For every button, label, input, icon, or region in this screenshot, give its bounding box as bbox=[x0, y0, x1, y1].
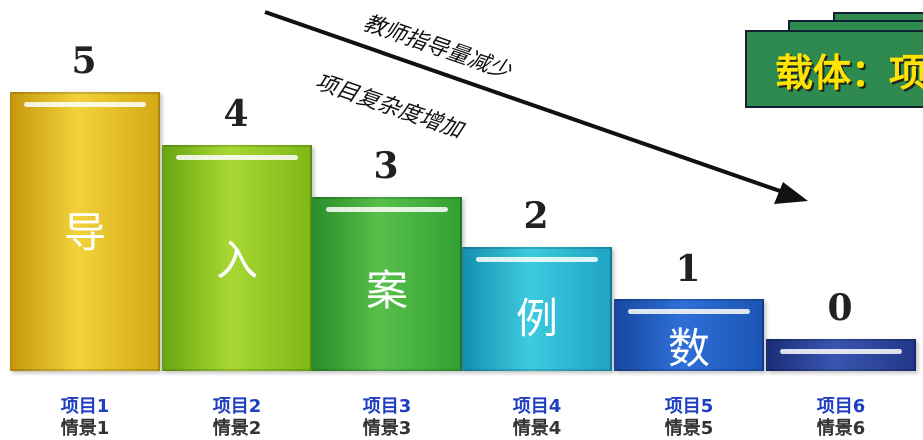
bar-label-5: 项目5 情景5 bbox=[629, 396, 749, 440]
bar-6 bbox=[766, 339, 916, 371]
bar-label-3: 项目3 情景3 bbox=[327, 396, 447, 440]
scenario-label: 情景5 bbox=[664, 418, 714, 439]
bar-1: 导 bbox=[10, 92, 160, 371]
project-label: 项目2 bbox=[212, 396, 262, 417]
bar-2: 入 bbox=[162, 145, 312, 371]
bar-value-4: 2 bbox=[523, 195, 549, 237]
bar-char: 数 bbox=[667, 324, 710, 373]
bar-value-6: 0 bbox=[827, 287, 853, 329]
bar-char: 案 bbox=[365, 266, 408, 315]
scenario-label: 情景6 bbox=[816, 418, 866, 439]
bar-value-3: 3 bbox=[373, 145, 399, 187]
bar-3: 案 bbox=[312, 197, 462, 371]
bar-label-2: 项目2 情景2 bbox=[177, 396, 297, 440]
project-label: 项目6 bbox=[816, 396, 866, 417]
project-label: 项目5 bbox=[664, 396, 714, 417]
scenario-label: 情景1 bbox=[60, 418, 110, 439]
bar-label-1: 项目1 情景1 bbox=[25, 396, 145, 440]
project-label: 项目1 bbox=[60, 396, 110, 417]
bar-char: 例 bbox=[515, 294, 558, 343]
bar-4: 例 bbox=[462, 247, 612, 371]
scenario-label: 情景4 bbox=[512, 418, 562, 439]
bar-char: 入 bbox=[215, 236, 258, 285]
bar-label-6: 项目6 情景6 bbox=[781, 396, 901, 440]
project-label: 项目4 bbox=[512, 396, 562, 417]
bar-label-4: 项目4 情景4 bbox=[477, 396, 597, 440]
bar-char: 导 bbox=[63, 208, 106, 257]
scenario-label: 情景2 bbox=[212, 418, 262, 439]
project-label: 项目3 bbox=[362, 396, 412, 417]
scenario-label: 情景3 bbox=[362, 418, 412, 439]
carrier-label: 载体：项目 bbox=[775, 51, 923, 95]
bar-value-5: 1 bbox=[675, 248, 701, 290]
bar-value-1: 5 bbox=[71, 40, 97, 82]
bar-5: 数 bbox=[614, 299, 764, 373]
bar-value-2: 4 bbox=[223, 93, 249, 135]
carrier-card: 载体：项目 bbox=[745, 30, 923, 108]
